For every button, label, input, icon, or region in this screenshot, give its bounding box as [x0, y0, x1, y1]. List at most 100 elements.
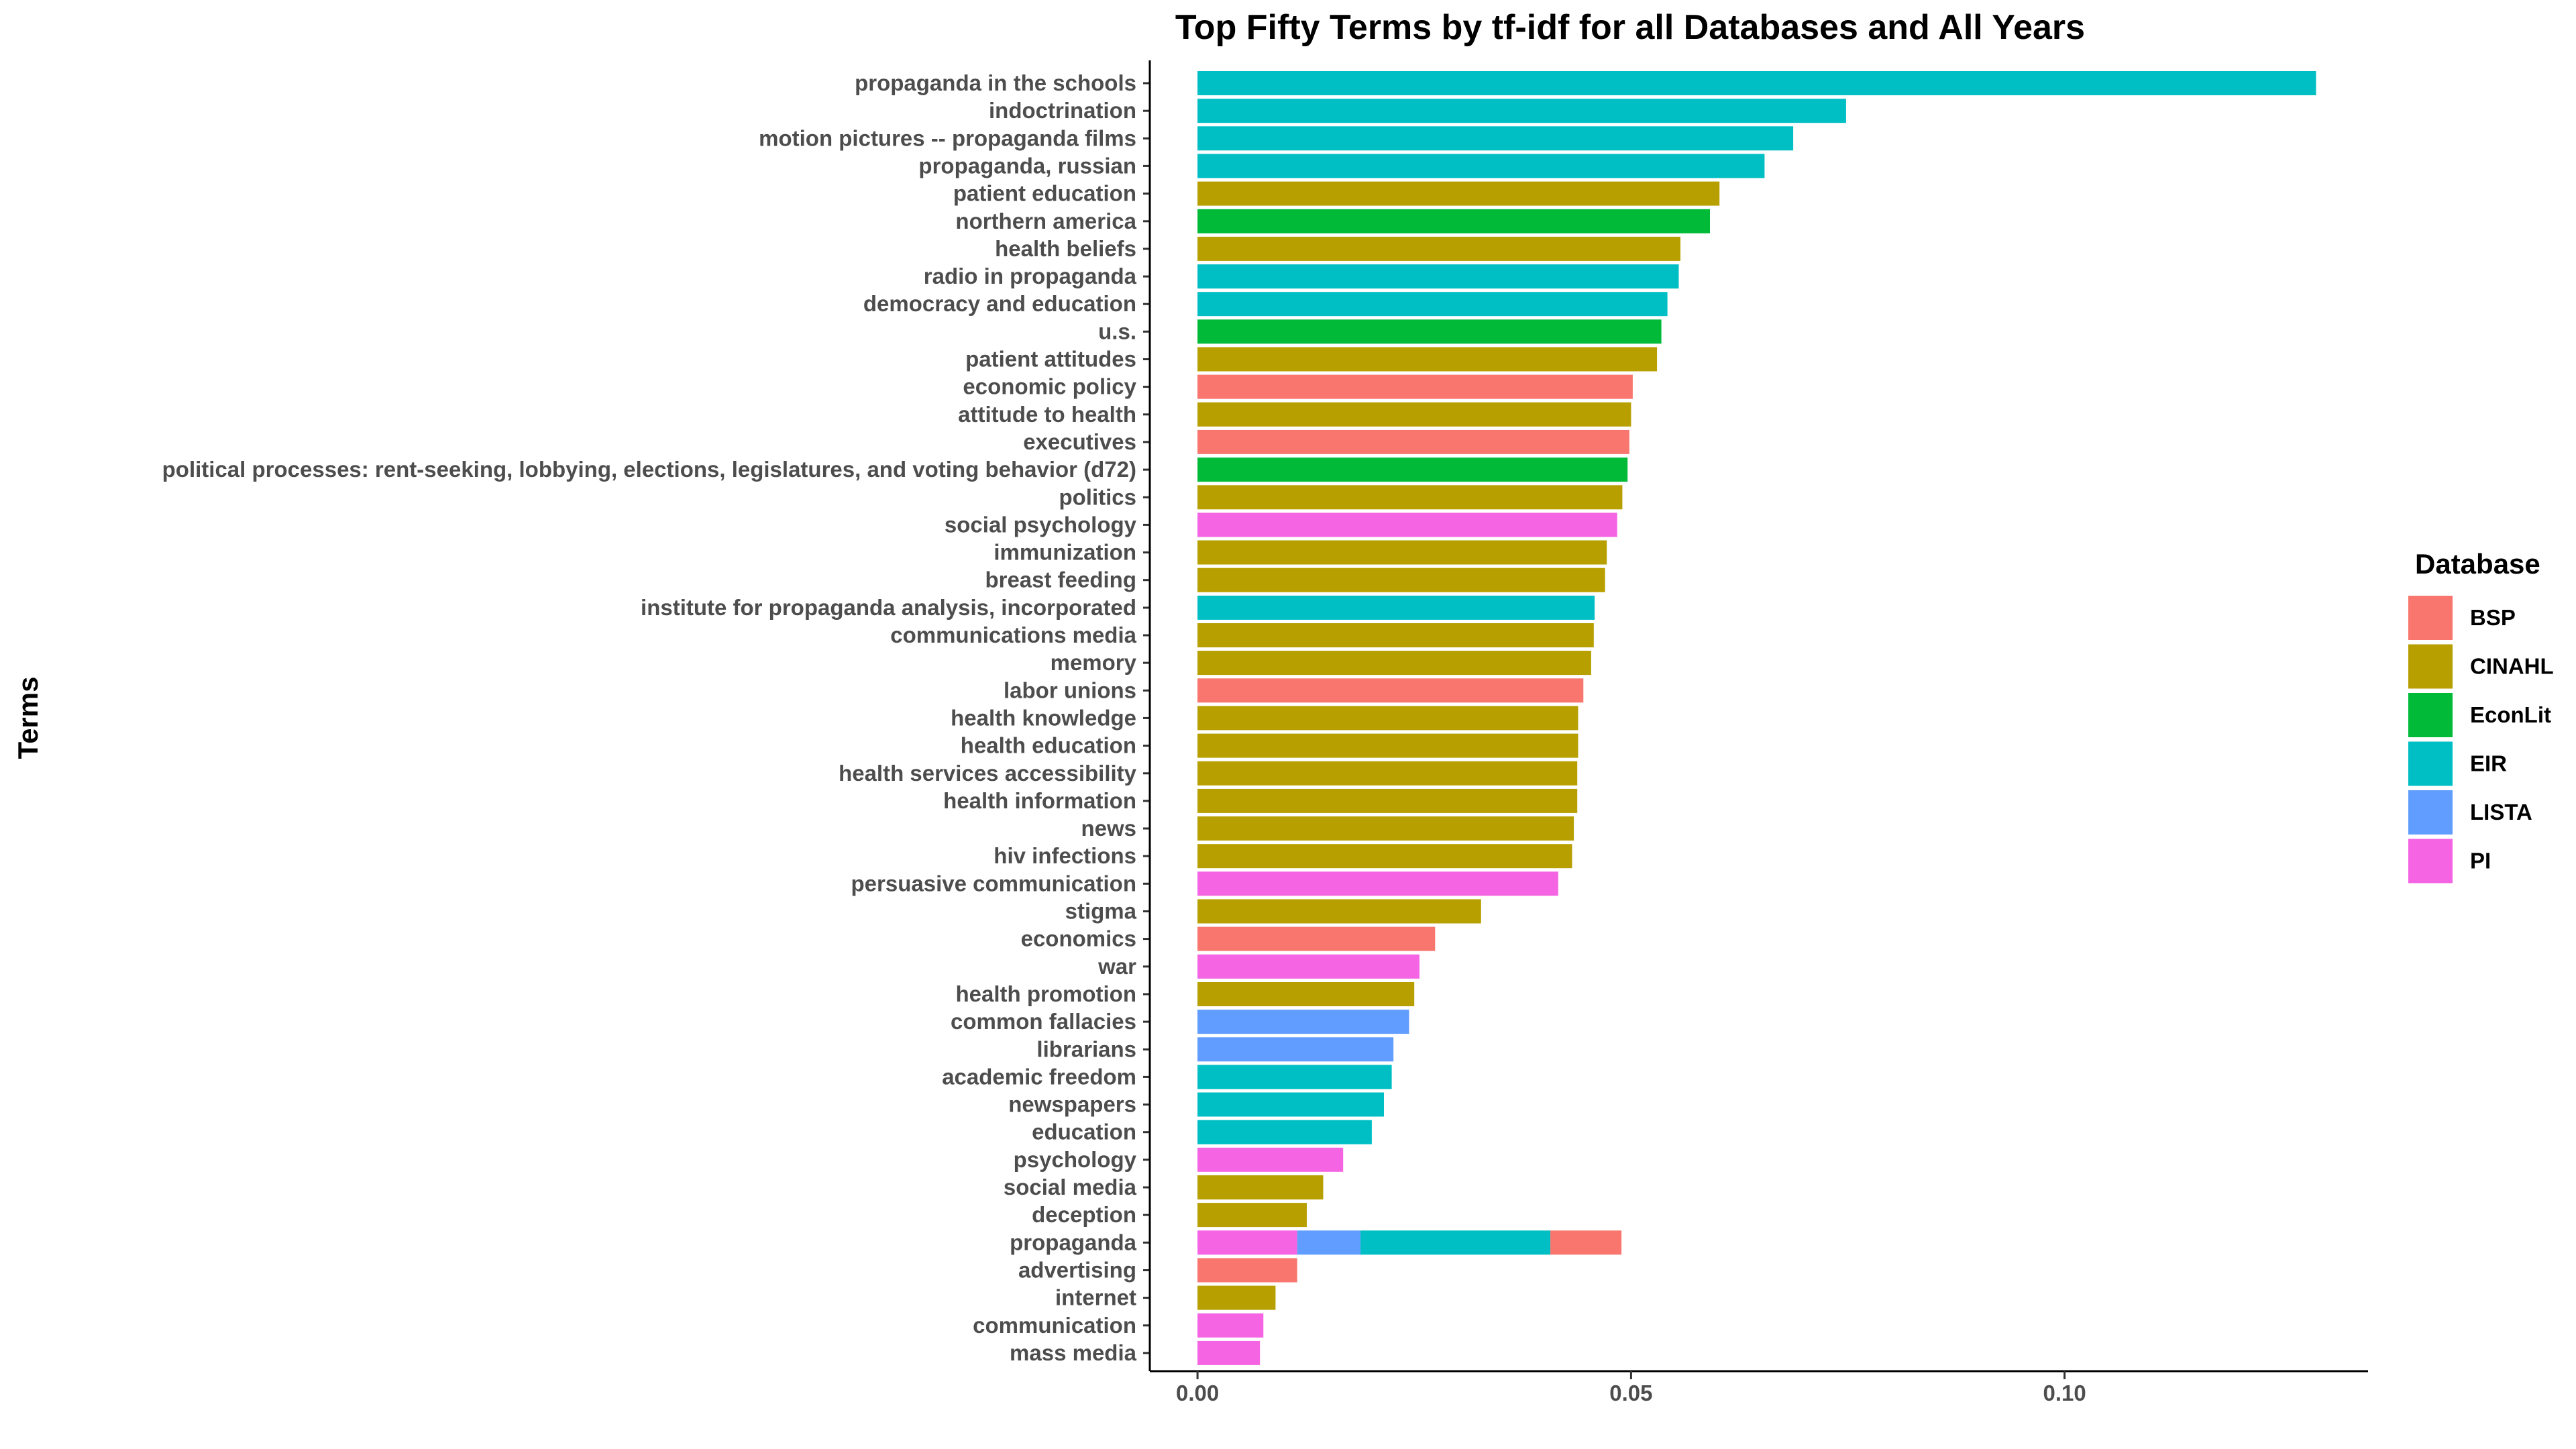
- term-label: stigma: [1065, 899, 1137, 924]
- x-axis-ticks: 0.00 0.05 0.10: [1176, 1371, 2086, 1405]
- bar-30-cinahl: [1197, 899, 1481, 924]
- bar-8-eir: [1197, 292, 1668, 317]
- bar-14-econlit: [1197, 458, 1628, 482]
- term-label: labor unions: [1004, 678, 1136, 702]
- term-label: health education: [961, 733, 1136, 758]
- legend: Database BSP CINAHL EconLit EIR LISTA PI: [2408, 548, 2554, 883]
- legend-label-bsp: BSP: [2470, 605, 2516, 630]
- legend-label-pi: PI: [2470, 849, 2491, 873]
- bar-36-eir: [1197, 1065, 1392, 1089]
- term-label: democracy and education: [863, 291, 1136, 316]
- bar-6-cinahl: [1197, 236, 1680, 261]
- term-label: persuasive communication: [851, 871, 1136, 896]
- legend-swatch-cinahl: [2408, 644, 2453, 689]
- bar-42-pi: [1197, 1230, 1297, 1255]
- term-label: health information: [943, 788, 1136, 813]
- term-label: hiv infections: [994, 843, 1136, 868]
- term-label: propaganda: [1010, 1230, 1136, 1254]
- term-label: common fallacies: [951, 1009, 1136, 1034]
- bar-5-econlit: [1197, 209, 1710, 233]
- term-label: patient attitudes: [965, 347, 1136, 372]
- legend-swatch-pi: [2408, 839, 2453, 883]
- term-label: propaganda in the schools: [855, 70, 1136, 95]
- bar-0-eir: [1197, 71, 2316, 95]
- bar-33-cinahl: [1197, 982, 1415, 1006]
- term-label: health knowledge: [951, 705, 1136, 730]
- legend-label-eir: EIR: [2470, 751, 2507, 776]
- x-tick-label: 0.05: [1609, 1381, 1652, 1405]
- term-label: breast feeding: [985, 568, 1136, 592]
- legend-title: Database: [2415, 548, 2540, 580]
- term-label: education: [1032, 1120, 1136, 1144]
- term-label: health services accessibility: [839, 761, 1137, 786]
- term-label: institute for propaganda analysis, incor…: [641, 595, 1136, 620]
- bar-45-pi: [1197, 1313, 1264, 1338]
- bar-43-bsp: [1197, 1258, 1297, 1283]
- bar-32-pi: [1197, 954, 1419, 979]
- term-label: deception: [1032, 1202, 1136, 1227]
- bar-39-pi: [1197, 1147, 1344, 1172]
- bar-23-cinahl: [1197, 706, 1578, 731]
- bar-1-eir: [1197, 99, 1846, 123]
- term-label: librarians: [1036, 1036, 1136, 1061]
- bar-41-cinahl: [1197, 1203, 1307, 1228]
- term-label: indoctrination: [989, 98, 1136, 123]
- legend-items: BSP CINAHL EconLit EIR LISTA PI: [2408, 596, 2554, 883]
- bar-42-bsp: [1550, 1230, 1622, 1255]
- legend-swatch-bsp: [2408, 596, 2453, 640]
- bar-35-lista: [1197, 1037, 1394, 1062]
- bar-19-eir: [1197, 595, 1595, 620]
- y-axis-title: Terms: [12, 677, 44, 759]
- bar-4-cinahl: [1197, 181, 1720, 206]
- bar-27-cinahl: [1197, 816, 1574, 841]
- term-label: communications media: [890, 623, 1136, 647]
- term-label: economic policy: [963, 374, 1136, 399]
- bar-16-pi: [1197, 513, 1617, 537]
- bar-25-cinahl: [1197, 761, 1578, 786]
- term-label: academic freedom: [942, 1064, 1136, 1089]
- bar-17-cinahl: [1197, 540, 1607, 565]
- bar-15-cinahl: [1197, 485, 1623, 510]
- bar-46-pi: [1197, 1340, 1260, 1365]
- term-label: politics: [1059, 484, 1136, 509]
- term-label: radio in propaganda: [924, 264, 1137, 288]
- term-label: motion pictures -- propaganda films: [759, 125, 1136, 150]
- term-label: immunization: [994, 540, 1136, 565]
- bar-3-eir: [1197, 154, 1765, 178]
- term-label: propaganda, russian: [918, 153, 1136, 178]
- term-label: psychology: [1014, 1147, 1137, 1172]
- bar-38-eir: [1197, 1120, 1372, 1144]
- legend-label-lista: LISTA: [2470, 800, 2532, 824]
- term-label: health beliefs: [995, 236, 1136, 261]
- term-label: social media: [1004, 1175, 1137, 1199]
- term-label: attitude to health: [958, 402, 1136, 427]
- bar-2-eir: [1197, 126, 1794, 151]
- term-label: political processes: rent-seeking, lobby…: [162, 457, 1136, 482]
- legend-swatch-eir: [2408, 741, 2453, 786]
- term-label: newspapers: [1008, 1092, 1136, 1117]
- term-label: communication: [973, 1313, 1136, 1338]
- bar-24-cinahl: [1197, 733, 1578, 758]
- term-label: war: [1097, 954, 1136, 979]
- bar-31-bsp: [1197, 926, 1436, 951]
- x-tick-label: 0.00: [1176, 1381, 1219, 1405]
- term-label: u.s.: [1098, 319, 1136, 343]
- legend-swatch-lista: [2408, 790, 2453, 835]
- bar-9-econlit: [1197, 319, 1662, 344]
- bar-20-cinahl: [1197, 623, 1594, 647]
- term-label: patient education: [953, 181, 1136, 206]
- term-label: internet: [1055, 1285, 1136, 1310]
- legend-swatch-econlit: [2408, 693, 2453, 737]
- term-label: mass media: [1010, 1340, 1137, 1365]
- bar-42-eir: [1360, 1230, 1551, 1255]
- bar-7-eir: [1197, 264, 1679, 289]
- bar-18-cinahl: [1197, 568, 1605, 592]
- term-labels: propaganda in the schoolsindoctrinationm…: [162, 70, 1150, 1365]
- bar-28-cinahl: [1197, 844, 1572, 869]
- term-label: northern america: [955, 209, 1136, 233]
- bar-12-cinahl: [1197, 402, 1631, 427]
- legend-label-cinahl: CINAHL: [2470, 654, 2554, 679]
- bar-11-bsp: [1197, 374, 1633, 399]
- x-tick-label: 0.10: [2043, 1381, 2086, 1405]
